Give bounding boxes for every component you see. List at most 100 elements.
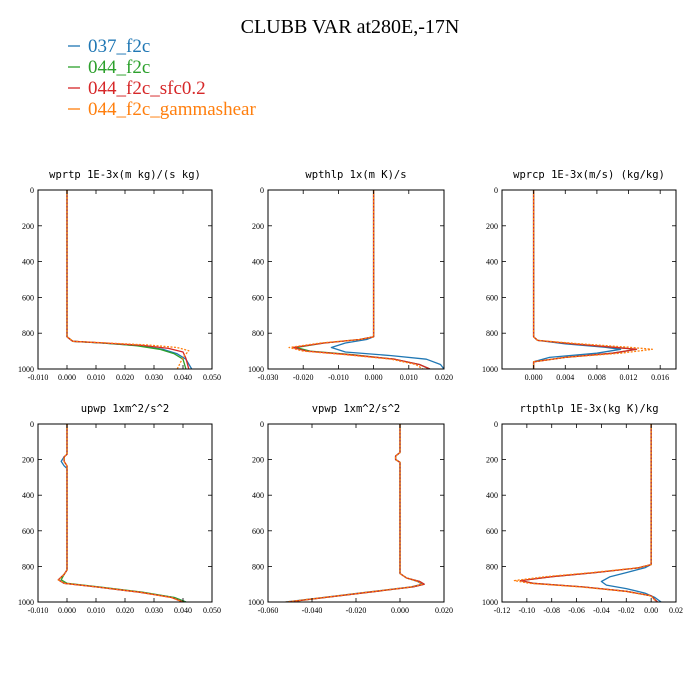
series-group: [285, 424, 425, 602]
y-tick-label: 600: [252, 527, 264, 536]
x-tick-label: 0.020: [435, 606, 453, 615]
y-tick-label: 1000: [482, 598, 498, 607]
y-tick-label: 600: [22, 527, 34, 536]
x-tick-label: 0.000: [365, 373, 383, 382]
y-tick-label: 0: [260, 186, 264, 195]
x-tick-label: 0.000: [58, 373, 76, 382]
x-tick-label: -0.12: [494, 606, 511, 615]
x-tick-label: -0.02: [618, 606, 635, 615]
y-tick-label: 1000: [18, 365, 34, 374]
y-tick-label: 600: [486, 527, 498, 536]
panel: upwp 1xm^2/s^2 -0.010 0.000 0.010 0.020 0.030…: [18, 403, 221, 615]
y-tick-label: 200: [22, 456, 34, 465]
series-line: [513, 424, 657, 602]
y-tick-label: 1000: [248, 365, 264, 374]
x-tick-label: 0.000: [525, 373, 543, 382]
y-tick-label: 200: [486, 456, 498, 465]
panel-title: upwp 1xm^2/s^2: [81, 403, 170, 415]
panel: vpwp 1xm^2/s^2 -0.060 -0.040 -0.020 0.000 0.0…: [248, 403, 453, 615]
series-line: [285, 424, 423, 602]
series-group: [532, 190, 653, 369]
x-tick-label: 0.008: [588, 373, 606, 382]
legend-label: 044_f2c: [88, 57, 150, 78]
plot-frame: [267, 189, 445, 370]
plot-frame: [501, 189, 677, 370]
y-tick-label: 1000: [248, 598, 264, 607]
x-tick-label: 0.000: [391, 606, 409, 615]
y-tick-label: 400: [252, 491, 264, 500]
series-line: [66, 190, 190, 369]
plot-frame: [37, 189, 213, 370]
y-tick-label: 400: [22, 258, 34, 267]
series-line: [532, 190, 653, 369]
x-tick-label: -0.04: [593, 606, 610, 615]
x-tick-label: 0.050: [203, 606, 221, 615]
x-tick-label: 0.020: [116, 606, 134, 615]
plot-frame: [501, 423, 677, 603]
x-tick-label: 0.050: [203, 373, 221, 382]
series-line: [288, 190, 424, 369]
panel-title: vpwp 1xm^2/s^2: [312, 403, 401, 415]
x-tick-label: -0.06: [568, 606, 585, 615]
panel: wprcp 1E-3x(m/s) (kg/kg) 0.000 0.004 0.008 0…: [482, 169, 677, 382]
y-tick-label: 0: [30, 420, 34, 429]
x-tick-label: -0.08: [543, 606, 560, 615]
series-line: [57, 424, 184, 602]
x-tick-label: 0.010: [400, 373, 418, 382]
legend-label: 044_f2c_gammashear: [88, 99, 256, 120]
y-tick-label: 600: [486, 293, 498, 302]
y-tick-label: 800: [252, 562, 264, 571]
x-tick-label: -0.010: [28, 373, 49, 382]
x-tick-label: -0.10: [519, 606, 536, 615]
y-tick-label: 0: [494, 420, 498, 429]
x-tick-label: -0.020: [293, 373, 314, 382]
series-group: [513, 424, 662, 602]
y-tick-label: 1000: [18, 598, 34, 607]
x-tick-label: 0.000: [58, 606, 76, 615]
series-line: [291, 190, 431, 369]
y-tick-label: 0: [260, 420, 264, 429]
x-tick-label: 0.040: [174, 373, 192, 382]
x-tick-label: 0.02: [669, 606, 683, 615]
y-tick-label: 0: [30, 186, 34, 195]
y-tick-label: 800: [252, 329, 264, 338]
panel: wprtp 1E-3x(m kg)/(s kg) -0.010 0.000 0.010…: [18, 169, 221, 382]
series-line: [57, 424, 187, 602]
panel: rtpthlp 1E-3x(kg K)/kg -0.12 -0.10 -0.08 -0.…: [482, 403, 683, 615]
series-line: [330, 190, 444, 369]
legend-label: 044_f2c_sfc0.2: [88, 78, 206, 99]
x-tick-label: -0.040: [302, 606, 323, 615]
x-tick-label: 0.010: [87, 606, 105, 615]
plot-frame: [267, 423, 445, 603]
y-tick-label: 400: [252, 258, 264, 267]
series-line: [66, 190, 190, 369]
series-line: [519, 424, 658, 602]
x-tick-label: 0.010: [87, 373, 105, 382]
x-tick-label: 0.016: [651, 373, 669, 382]
y-tick-label: 600: [252, 293, 264, 302]
y-tick-label: 800: [486, 329, 498, 338]
series-line: [57, 424, 184, 602]
panel-title: wprtp 1E-3x(m kg)/(s kg): [49, 169, 201, 181]
y-tick-label: 800: [486, 562, 498, 571]
y-tick-label: 200: [22, 222, 34, 231]
y-tick-label: 400: [486, 491, 498, 500]
series-line: [532, 190, 622, 369]
series-line: [60, 424, 187, 602]
series-group: [57, 424, 187, 602]
y-tick-label: 400: [22, 491, 34, 500]
panel: wpthlp 1x(m K)/s -0.030 -0.020 -0.010 0.000 0…: [248, 169, 453, 382]
series-line: [600, 424, 662, 602]
y-tick-label: 800: [22, 562, 34, 571]
x-tick-label: 0.020: [435, 373, 453, 382]
y-tick-label: 200: [486, 222, 498, 231]
x-tick-label: 0.020: [116, 373, 134, 382]
x-tick-label: 0.040: [174, 606, 192, 615]
legend: 037_f2c044_f2c044_f2c_sfc0.2044_f2c_gamm…: [68, 36, 256, 120]
y-tick-label: 1000: [482, 365, 498, 374]
y-tick-label: 200: [252, 456, 264, 465]
y-tick-label: 600: [22, 293, 34, 302]
series-group: [66, 190, 193, 369]
x-tick-label: -0.010: [328, 373, 349, 382]
